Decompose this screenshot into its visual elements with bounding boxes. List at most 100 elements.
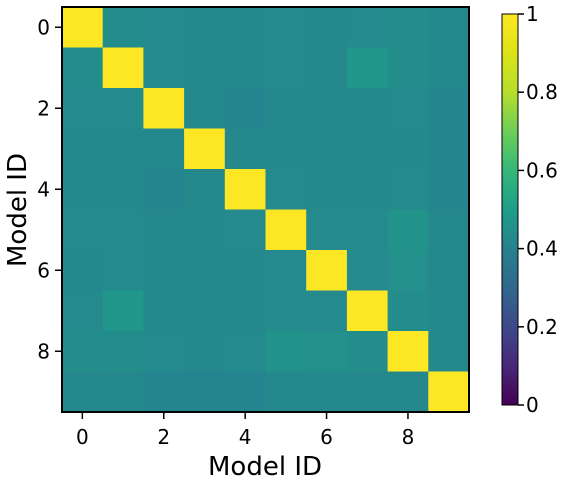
x-axis-ticks: 0 2 4 6 8 bbox=[76, 412, 414, 449]
y-tick-label: 4 bbox=[37, 177, 50, 201]
heatmap-cell bbox=[428, 331, 470, 372]
heatmap-cell bbox=[428, 7, 470, 48]
y-axis-ticks: 0 2 4 6 8 bbox=[37, 15, 62, 363]
heatmap-cell bbox=[387, 47, 429, 89]
heatmap-cell bbox=[387, 371, 429, 413]
heatmap-cell bbox=[102, 290, 144, 332]
heatmap-cell bbox=[346, 331, 389, 372]
heatmap-cell bbox=[428, 209, 470, 251]
heatmap-cell bbox=[143, 169, 185, 210]
heatmap-cell bbox=[143, 331, 185, 372]
x-tick-label: 8 bbox=[402, 425, 415, 449]
heatmap-cell bbox=[224, 7, 266, 48]
heatmap-cell bbox=[428, 290, 470, 332]
heatmap-cell bbox=[143, 250, 185, 291]
heatmap-cell bbox=[62, 7, 104, 48]
heatmap-cell bbox=[387, 250, 429, 291]
heatmap-cell bbox=[62, 128, 104, 170]
heatmap-cell bbox=[387, 331, 429, 372]
heatmap-cell bbox=[265, 371, 307, 413]
heatmap-cell bbox=[306, 331, 348, 372]
heatmap-cell bbox=[143, 88, 185, 129]
y-tick-label: 2 bbox=[37, 96, 50, 120]
x-tick-label: 0 bbox=[76, 425, 89, 449]
heatmap-cell bbox=[102, 371, 144, 413]
heatmap-cell bbox=[346, 7, 389, 48]
colorbar-ticks: 0 0.2 0.4 0.6 0.8 1 bbox=[518, 2, 558, 417]
heatmap-cell bbox=[428, 88, 470, 129]
heatmap-cell bbox=[224, 371, 266, 413]
heatmap-cell bbox=[184, 209, 226, 251]
heatmap-cell bbox=[346, 290, 389, 332]
heatmap-cell bbox=[306, 290, 348, 332]
heatmap-cell bbox=[143, 47, 185, 89]
heatmap-cell bbox=[306, 169, 348, 210]
heatmap-cell bbox=[184, 250, 226, 291]
heatmap-cell bbox=[184, 7, 226, 48]
heatmap-cell bbox=[143, 128, 185, 170]
heatmap-cell bbox=[428, 47, 470, 89]
heatmap-cell bbox=[346, 169, 389, 210]
x-tick-label: 6 bbox=[320, 425, 333, 449]
heatmap-cell bbox=[102, 169, 144, 210]
heatmap-cell bbox=[184, 88, 226, 129]
colorbar-tick-label: 0.2 bbox=[526, 315, 558, 339]
y-tick-label: 6 bbox=[37, 258, 50, 282]
heatmap-cell bbox=[265, 88, 307, 129]
heatmap-cell bbox=[306, 371, 348, 413]
heatmap-cell bbox=[62, 209, 104, 251]
heatmap-cell bbox=[306, 88, 348, 129]
heatmap-cell bbox=[387, 209, 429, 251]
colorbar-tick-label: 0.6 bbox=[526, 158, 558, 182]
heatmap-cell bbox=[346, 250, 389, 291]
heatmap-cell bbox=[184, 128, 226, 170]
heatmap-cell bbox=[265, 250, 307, 291]
heatmap-cell bbox=[265, 290, 307, 332]
heatmap-cell bbox=[224, 250, 266, 291]
heatmap-cell bbox=[62, 169, 104, 210]
heatmap-cell bbox=[346, 128, 389, 170]
heatmap-cell bbox=[62, 290, 104, 332]
heatmap-cell bbox=[224, 169, 266, 210]
heatmap-cell bbox=[184, 290, 226, 332]
x-tick-label: 2 bbox=[157, 425, 170, 449]
x-axis-label: Model ID bbox=[208, 452, 322, 482]
heatmap-cell bbox=[143, 209, 185, 251]
heatmap-cell bbox=[265, 47, 307, 89]
heatmap-cell bbox=[143, 371, 185, 413]
heatmap-cells bbox=[62, 7, 470, 413]
heatmap-cell bbox=[428, 371, 470, 413]
heatmap-cell bbox=[184, 169, 226, 210]
heatmap-cell bbox=[224, 209, 266, 251]
heatmap-cell bbox=[224, 331, 266, 372]
y-tick-label: 0 bbox=[37, 15, 50, 39]
heatmap-cell bbox=[184, 47, 226, 89]
heatmap-cell bbox=[102, 47, 144, 89]
y-axis-label: Model ID bbox=[3, 153, 33, 267]
colorbar-tick-label: 1 bbox=[526, 2, 539, 26]
y-tick-label: 8 bbox=[37, 339, 50, 363]
heatmap-cell bbox=[62, 250, 104, 291]
heatmap-cell bbox=[62, 47, 104, 89]
heatmap-cell bbox=[346, 47, 389, 89]
heatmap-cell bbox=[224, 128, 266, 170]
heatmap-cell bbox=[143, 290, 185, 332]
heatmap-cell bbox=[62, 88, 104, 129]
heatmap-cell bbox=[306, 209, 348, 251]
heatmap-cell bbox=[387, 290, 429, 332]
x-tick-label: 4 bbox=[239, 425, 252, 449]
colorbar-tick-label: 0.4 bbox=[526, 237, 558, 261]
heatmap-cell bbox=[224, 47, 266, 89]
heatmap-cell bbox=[306, 47, 348, 89]
heatmap-cell bbox=[428, 250, 470, 291]
heatmap-cell bbox=[184, 371, 226, 413]
heatmap-cell bbox=[102, 128, 144, 170]
heatmap-cell bbox=[306, 128, 348, 170]
heatmap-cell bbox=[62, 331, 104, 372]
heatmap-cell bbox=[265, 331, 307, 372]
heatmap-cell bbox=[265, 7, 307, 48]
heatmap-cell bbox=[346, 88, 389, 129]
heatmap-cell bbox=[265, 169, 307, 210]
colorbar-tick-label: 0 bbox=[526, 393, 539, 417]
